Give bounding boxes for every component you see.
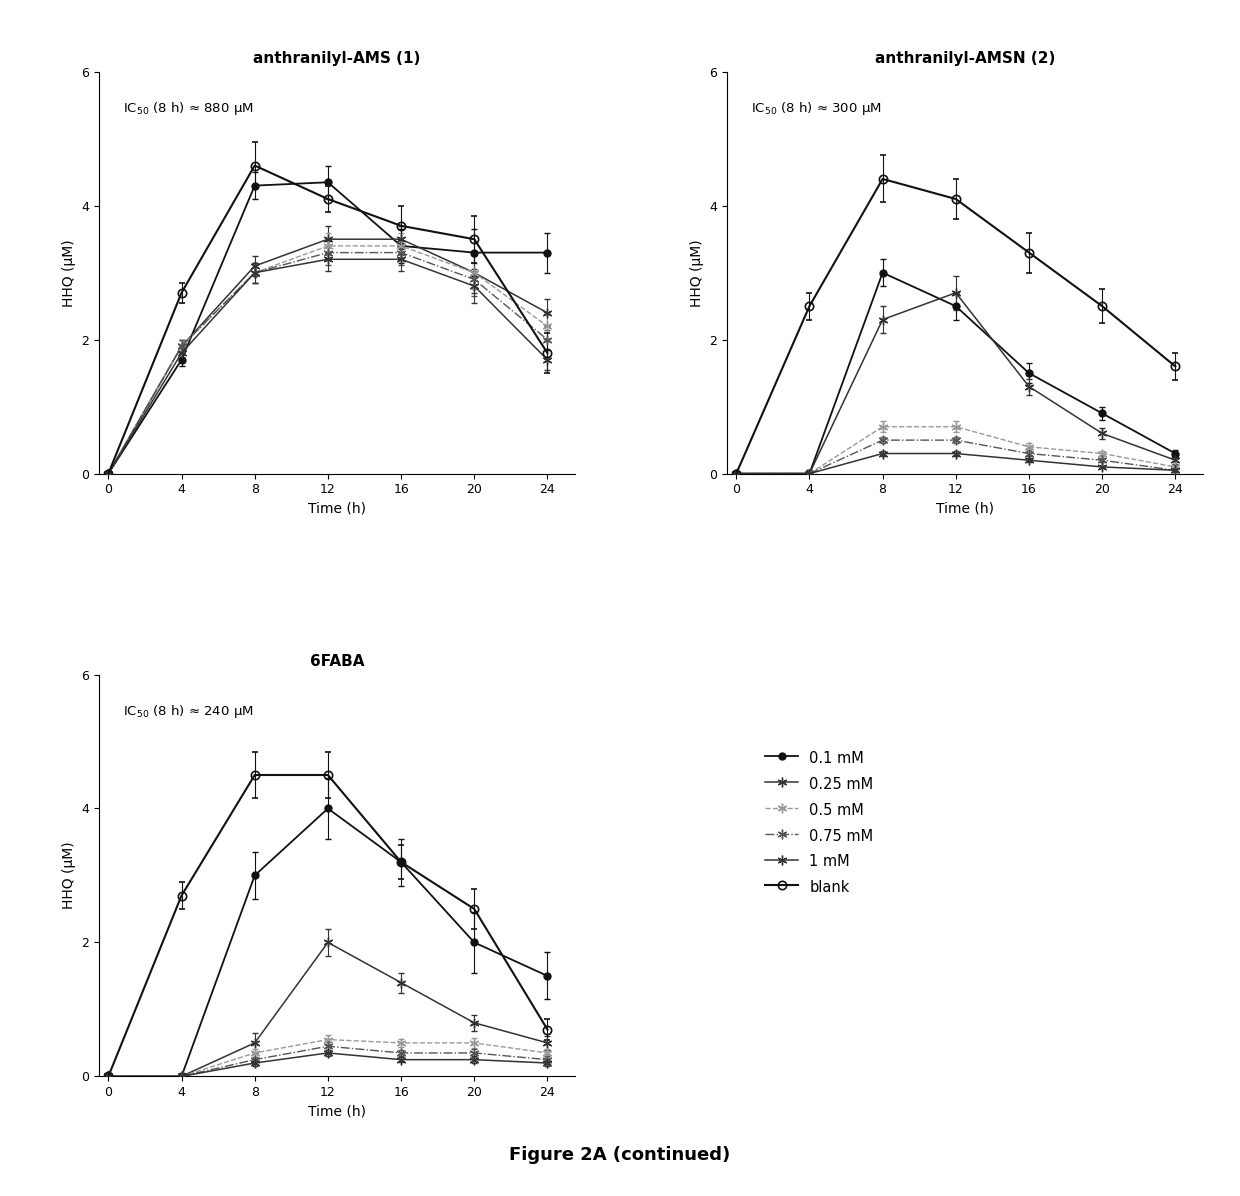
Title: anthranilyl-AMS (1): anthranilyl-AMS (1) <box>253 51 420 67</box>
Text: IC$_{50}$ (8 h) ≈ 880 μM: IC$_{50}$ (8 h) ≈ 880 μM <box>123 100 254 117</box>
Y-axis label: HHQ (μM): HHQ (μM) <box>62 842 76 909</box>
Title: 6FABA: 6FABA <box>310 654 365 670</box>
Legend: 0.1 mM, 0.25 mM, 0.5 mM, 0.75 mM, 1 mM, blank: 0.1 mM, 0.25 mM, 0.5 mM, 0.75 mM, 1 mM, … <box>758 742 880 903</box>
Text: IC$_{50}$ (8 h) ≈ 240 μM: IC$_{50}$ (8 h) ≈ 240 μM <box>123 703 254 720</box>
Text: Figure 2A (continued): Figure 2A (continued) <box>510 1146 730 1164</box>
Text: IC$_{50}$ (8 h) ≈ 300 μM: IC$_{50}$ (8 h) ≈ 300 μM <box>751 100 882 117</box>
Y-axis label: HHQ (μM): HHQ (μM) <box>689 239 704 306</box>
Y-axis label: HHQ (μM): HHQ (μM) <box>62 239 76 306</box>
X-axis label: Time (h): Time (h) <box>308 1105 366 1118</box>
X-axis label: Time (h): Time (h) <box>308 502 366 515</box>
X-axis label: Time (h): Time (h) <box>936 502 994 515</box>
Title: anthranilyl-AMSN (2): anthranilyl-AMSN (2) <box>874 51 1055 67</box>
